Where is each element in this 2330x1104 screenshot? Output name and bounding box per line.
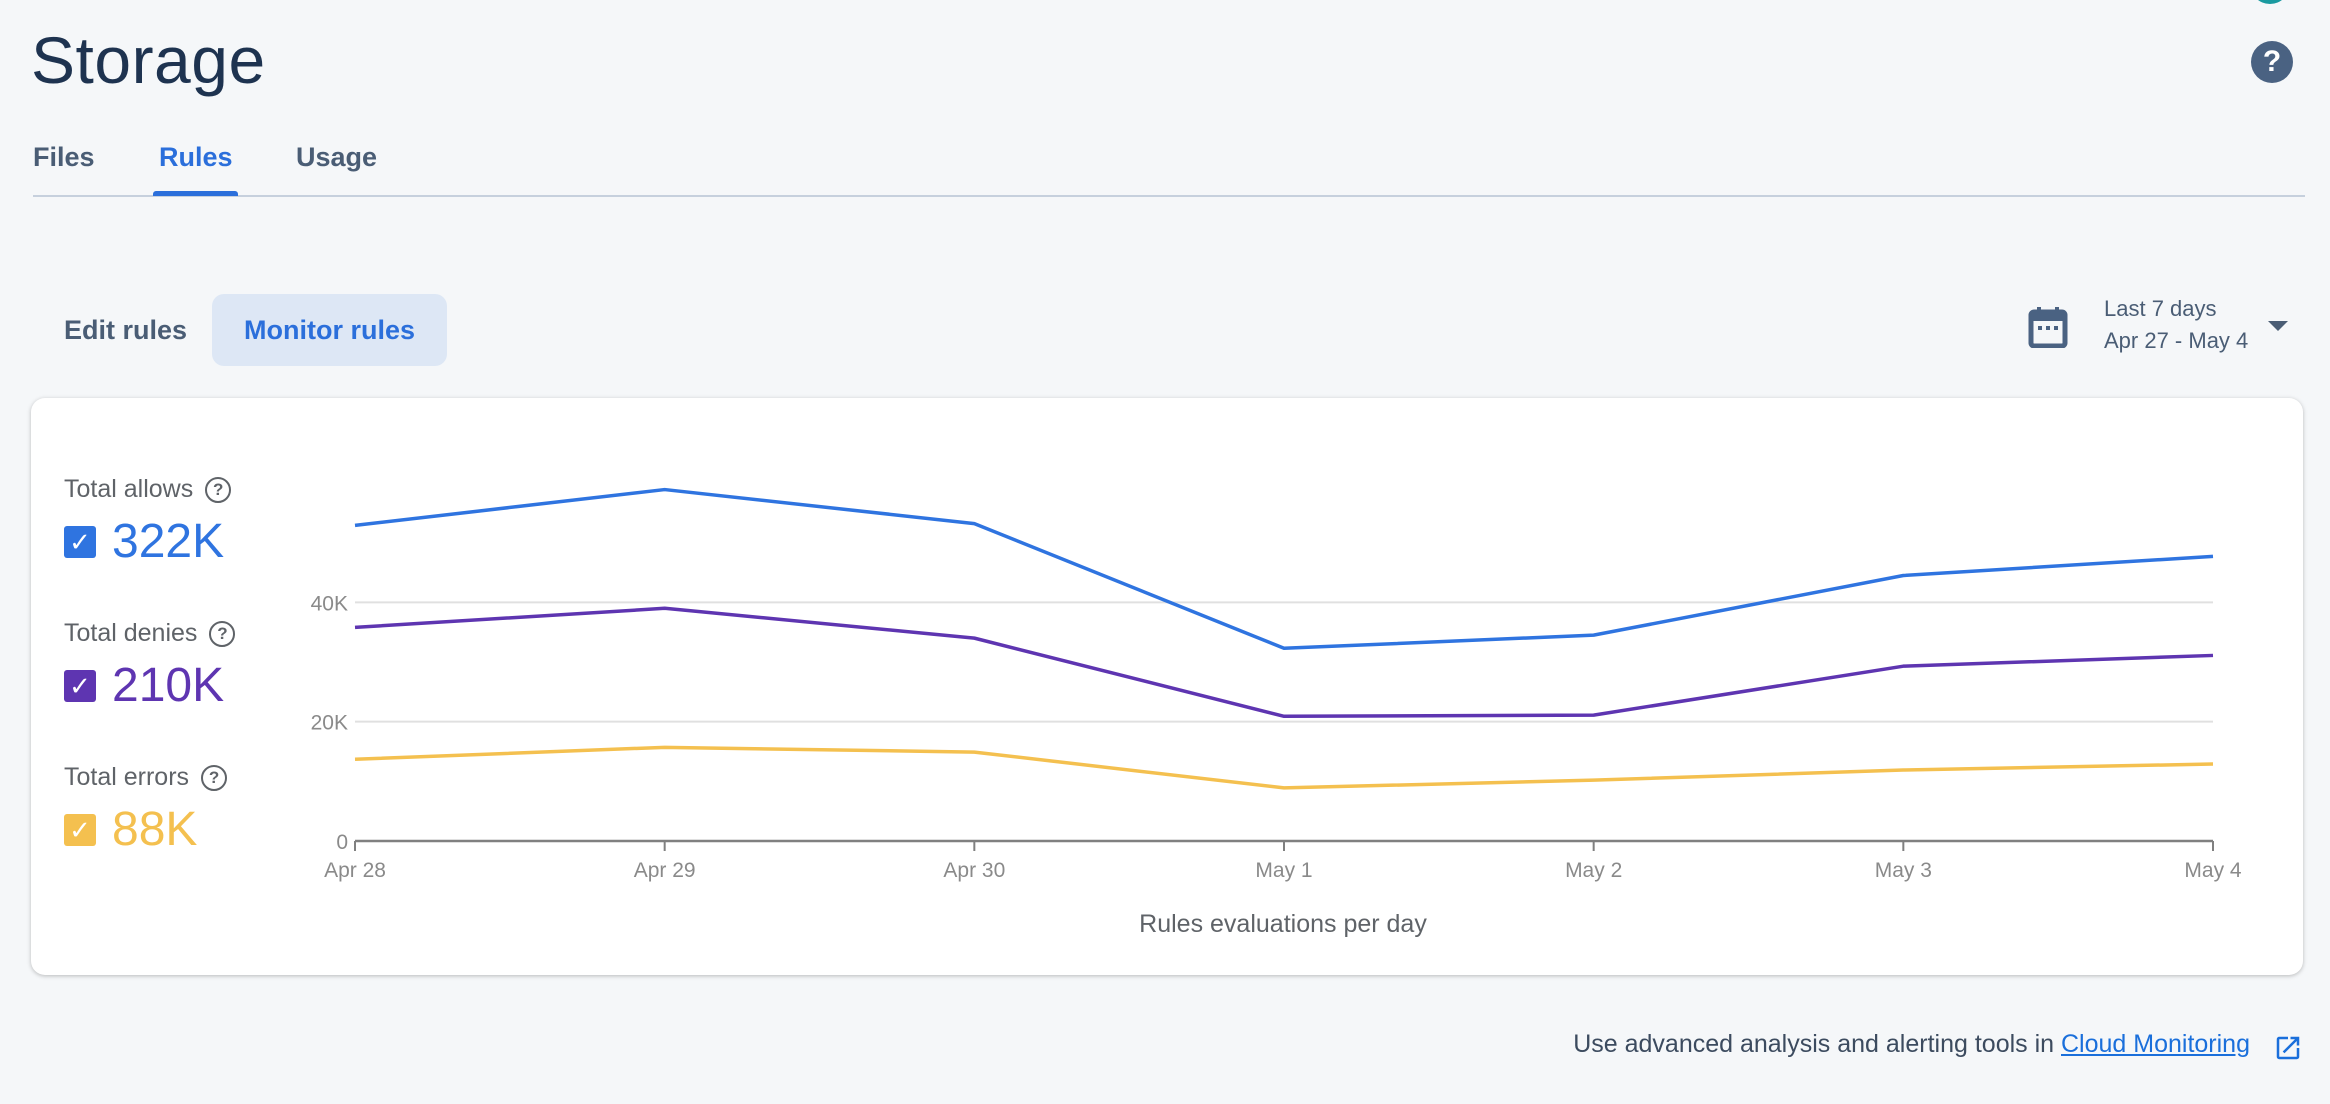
monitor-rules-button[interactable]: Monitor rules — [212, 294, 448, 366]
x-tick-label: Apr 30 — [943, 859, 1005, 882]
y-tick-label: 40K — [311, 592, 348, 615]
tab-divider — [33, 195, 2305, 197]
date-range-value[interactable]: Apr 27 - May 4 — [2104, 328, 2249, 353]
external-link-icon[interactable] — [2273, 1033, 2303, 1063]
legend-errors: Total errors? — [64, 763, 228, 792]
series-line-total-allows — [354, 487, 2214, 651]
page-title: Storage — [31, 23, 266, 97]
denies-value: 210K — [112, 659, 225, 712]
tab-rules[interactable]: Rules — [159, 142, 233, 172]
allows-value: 322K — [112, 515, 225, 568]
legend-denies: Total denies? — [64, 619, 236, 648]
x-tick-label: Apr 28 — [324, 859, 386, 882]
x-tick-label: May 2 — [1565, 859, 1622, 882]
y-tick-label: 20K — [311, 712, 348, 735]
errors-checkbox[interactable]: ✓ — [64, 814, 96, 846]
legend-label: Total errors — [64, 763, 190, 791]
errors-value: 88K — [112, 803, 198, 856]
help-icon[interactable]: ? — [209, 621, 236, 647]
x-tick-label: Apr 29 — [634, 859, 696, 882]
help-icon[interactable]: ? — [201, 765, 228, 791]
footer-text: Use advanced analysis and alerting tools… — [1573, 1030, 2250, 1059]
denies-checkbox[interactable]: ✓ — [64, 670, 96, 702]
series-line-total-denies — [354, 606, 2214, 719]
allows-checkbox[interactable]: ✓ — [64, 526, 96, 558]
legend-allows: Total allows? — [64, 475, 232, 504]
edit-rules-button[interactable]: Edit rules — [64, 315, 188, 345]
help-circle-icon[interactable]: ? — [2251, 41, 2293, 83]
cloud-monitoring-link[interactable]: Cloud Monitoring — [2061, 1030, 2250, 1058]
x-tick-label: May 3 — [1875, 859, 1932, 882]
legend-label: Total denies — [64, 619, 198, 647]
date-range-label[interactable]: Last 7 days — [2104, 296, 2217, 321]
footer-message: Use advanced analysis and alerting tools… — [1573, 1030, 2061, 1058]
avatar[interactable] — [2250, 0, 2290, 4]
active-tab-indicator — [153, 191, 238, 196]
calendar-icon[interactable] — [2028, 306, 2068, 348]
x-tick-label: May 4 — [2184, 859, 2242, 882]
series-line-total-errors — [354, 745, 2214, 790]
tab-usage[interactable]: Usage — [296, 142, 378, 172]
x-tick-label: May 1 — [1255, 859, 1312, 882]
help-icon[interactable]: ? — [205, 477, 232, 503]
dropdown-caret-icon[interactable] — [2268, 321, 2288, 331]
x-axis-label: Rules evaluations per day — [1139, 910, 1427, 938]
y-tick-label: 0 — [336, 831, 348, 854]
legend-label: Total allows — [64, 475, 194, 503]
tab-files[interactable]: Files — [33, 142, 95, 172]
